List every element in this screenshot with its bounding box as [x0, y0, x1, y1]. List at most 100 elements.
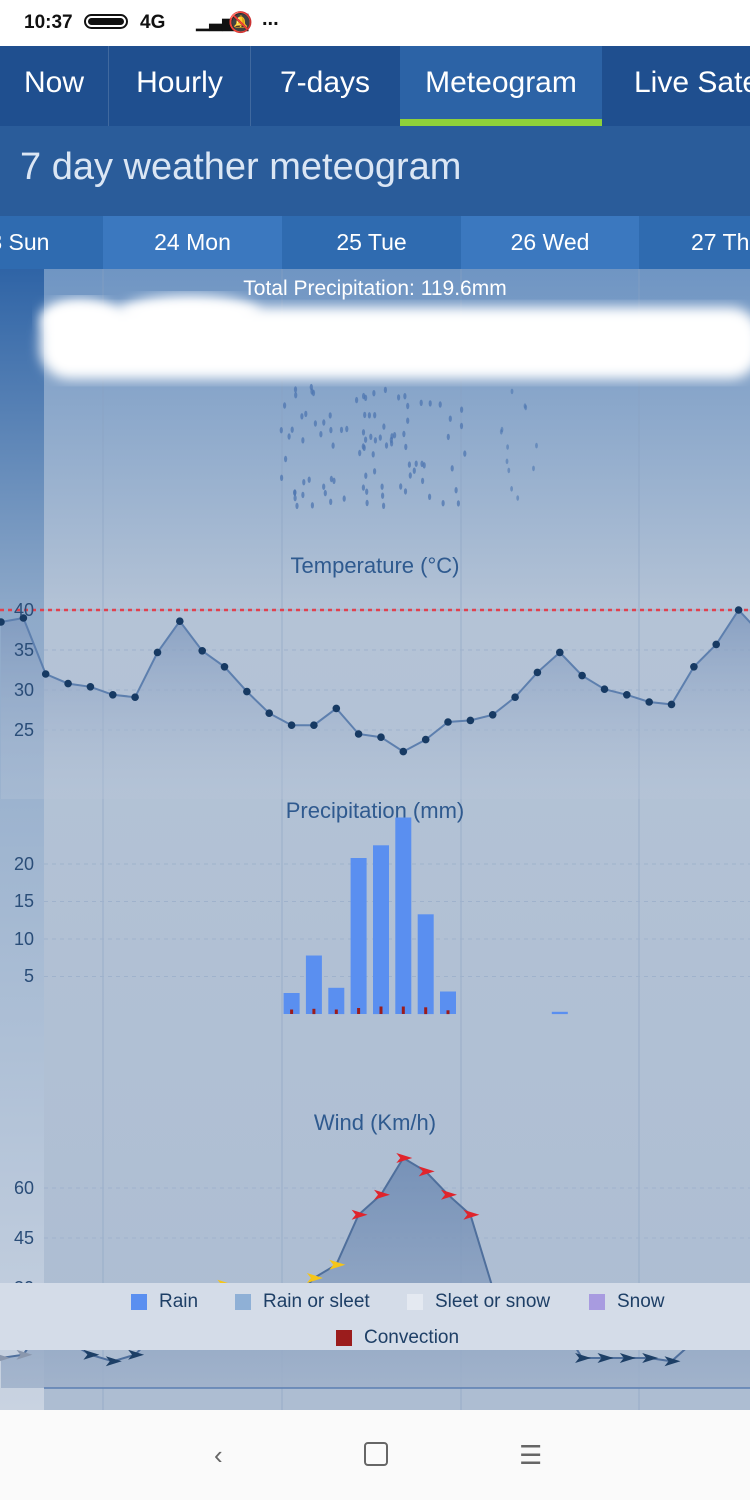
precip-bar — [395, 817, 412, 1014]
wind-direction-arrow — [83, 1349, 100, 1360]
tab-label: Hourly — [136, 66, 223, 99]
temperature-point — [511, 693, 519, 701]
temperature-title: Temperature (°C) — [291, 553, 460, 578]
rain-drop — [499, 429, 503, 435]
wind-direction-arrow — [418, 1166, 435, 1177]
day-header[interactable]: 26 Wed — [461, 216, 639, 269]
legend-item-rain[interactable]: Rain — [131, 1291, 198, 1313]
legend-item-rain-or-sleet[interactable]: Rain or sleet — [235, 1291, 370, 1313]
rain-drop — [535, 442, 538, 449]
legend-label: Sleet or snow — [435, 1291, 551, 1312]
rain-drop — [309, 383, 313, 391]
rain-drop — [397, 394, 401, 401]
temperature-point — [41, 670, 50, 678]
rain-drop — [279, 427, 283, 434]
rain-drop — [332, 477, 336, 484]
status-time: 10:37 — [24, 12, 73, 33]
rain-drop — [283, 402, 287, 409]
precip-bar — [350, 858, 367, 1014]
back-icon[interactable]: ‹ — [214, 1440, 223, 1470]
rain-drop — [404, 443, 408, 451]
convection-bar — [446, 1010, 450, 1015]
rain-drop — [371, 451, 375, 458]
rain-drop — [301, 437, 305, 444]
rain-drop — [441, 500, 445, 507]
rain-drop — [294, 392, 298, 399]
legend-item-sleet-or-snow[interactable]: Sleet or snow — [407, 1291, 550, 1313]
tab-meteogram[interactable]: Meteogram — [400, 46, 602, 126]
wind-direction-arrow — [105, 1356, 122, 1367]
rain-drop — [363, 411, 367, 419]
wind-direction-arrow — [374, 1189, 390, 1200]
rain-drop — [406, 402, 410, 410]
wind-title: Wind (Km/h) — [314, 1110, 436, 1135]
temperature-point — [64, 679, 72, 688]
rain-drop — [407, 461, 411, 468]
rain-drop — [399, 483, 403, 490]
precip-tick: 15 — [14, 891, 34, 911]
legend-label: Rain — [159, 1291, 199, 1312]
temperature-chart — [0, 606, 750, 799]
wind-direction-arrow — [619, 1353, 636, 1363]
rain-drop — [390, 440, 394, 447]
rain-drop — [506, 444, 509, 450]
rain-drop — [532, 465, 535, 472]
temperature-point — [488, 711, 497, 719]
temperature-point — [243, 687, 251, 696]
rain-drop — [323, 489, 327, 497]
rain-drop — [463, 450, 467, 457]
wind-direction-arrow — [396, 1153, 413, 1163]
rain-drop — [290, 426, 294, 433]
convection-bar — [357, 1008, 361, 1014]
rain-drop — [524, 404, 528, 411]
rain-drop — [380, 483, 384, 490]
rain-drop — [287, 433, 291, 440]
temperature-point — [354, 730, 363, 738]
temperature-point — [712, 640, 720, 649]
rain-drop — [373, 437, 377, 444]
rain-drop — [420, 460, 424, 467]
meteogram-chart[interactable]: Total Precipitation: 119.6mm Temperature… — [0, 269, 750, 1410]
precipitation-title: Precipitation (mm) — [286, 798, 464, 823]
rain-swatch — [131, 1294, 147, 1310]
rain-drop — [322, 419, 326, 426]
legend-item-convection[interactable]: Convection — [336, 1327, 459, 1349]
precipitation-legend: Rain Rain or sleet Sleet or snow Snow Co… — [0, 1283, 750, 1350]
tab-live-satellite[interactable]: Live Satellite — [603, 46, 750, 126]
rain-drop — [307, 476, 311, 483]
rain-drop — [446, 433, 450, 441]
legend-label: Rain or sleet — [263, 1291, 370, 1312]
day-header[interactable]: 25 Tue — [336, 229, 407, 255]
tab-now[interactable]: Now — [0, 46, 109, 126]
day-header[interactable]: 23 Sun — [0, 229, 50, 255]
rain-drop — [428, 400, 432, 407]
wind-direction-arrow — [575, 1353, 592, 1363]
rain-drop — [378, 434, 382, 441]
precip-bar — [373, 845, 389, 1015]
wind-direction-arrow — [128, 1349, 145, 1360]
day-strip: 23 Sun 24 Mon 25 Tue 26 Wed 27 Thu — [0, 216, 750, 269]
convection-bar — [424, 1007, 428, 1015]
day-header[interactable]: 24 Mon — [103, 216, 282, 269]
tab-hourly[interactable]: Hourly — [109, 46, 251, 126]
tab-7-days[interactable]: 7-days — [251, 46, 399, 126]
home-icon[interactable] — [364, 1442, 388, 1466]
rain-drop — [361, 429, 366, 436]
rain-drop — [328, 412, 332, 419]
rain-drop — [419, 399, 423, 406]
wind-direction-arrow — [0, 1354, 10, 1362]
rain-drop — [510, 388, 514, 395]
rain-drop — [302, 479, 306, 486]
day-header[interactable]: 27 Thu — [691, 229, 750, 255]
rain-drop — [384, 442, 389, 449]
temperature-point — [623, 691, 631, 699]
rain-drop — [414, 460, 418, 467]
legend-item-snow[interactable]: Snow — [589, 1291, 665, 1313]
precip-bar — [328, 987, 345, 1015]
rain-drop — [329, 498, 333, 505]
rain-drop — [382, 423, 386, 430]
legend-label: Convection — [364, 1327, 460, 1348]
convection-bar — [290, 1009, 294, 1014]
temperature-point — [287, 721, 296, 729]
menu-icon[interactable]: ☰ — [519, 1440, 543, 1470]
